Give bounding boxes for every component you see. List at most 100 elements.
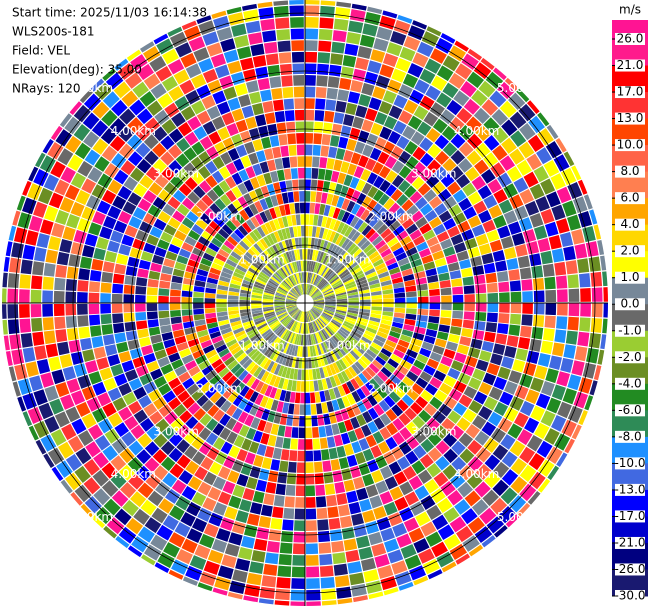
velocity-texture-cell xyxy=(48,192,64,209)
velocity-texture-cell xyxy=(239,499,252,512)
velocity-texture-cell xyxy=(119,447,135,464)
velocity-texture-cell xyxy=(215,344,228,354)
velocity-texture-cell xyxy=(373,403,385,417)
velocity-texture-cell xyxy=(366,326,378,335)
velocity-texture-cell xyxy=(377,151,390,165)
velocity-texture-cell xyxy=(411,176,425,190)
velocity-texture-cell xyxy=(158,303,169,311)
velocity-texture-cell xyxy=(249,91,262,105)
velocity-texture-cell xyxy=(473,391,488,405)
velocity-texture-cell xyxy=(107,240,120,253)
velocity-texture-cell xyxy=(477,185,492,200)
velocity-texture-cell xyxy=(273,364,282,376)
velocity-texture-cell xyxy=(266,540,280,553)
velocity-texture-cell xyxy=(310,322,315,333)
velocity-texture-cell xyxy=(199,533,215,549)
velocity-texture-cell xyxy=(187,191,200,205)
velocity-texture-cell xyxy=(475,142,491,159)
velocity-texture-cell xyxy=(357,358,368,369)
velocity-texture-cell xyxy=(171,323,184,332)
velocity-texture-cell xyxy=(264,552,279,565)
velocity-texture-cell xyxy=(168,243,181,255)
velocity-texture-cell xyxy=(366,199,378,212)
velocity-texture-cell xyxy=(308,322,312,334)
velocity-texture-cell xyxy=(28,425,39,441)
velocity-texture-cell xyxy=(269,349,278,360)
velocity-texture-cell xyxy=(337,330,347,339)
velocity-texture-cell xyxy=(44,385,59,402)
velocity-texture-cell xyxy=(382,293,394,299)
velocity-texture-cell xyxy=(268,280,279,288)
velocity-texture-cell xyxy=(561,419,577,437)
velocity-texture-cell xyxy=(360,424,372,437)
velocity-texture-cell xyxy=(376,331,388,339)
velocity-texture-cell xyxy=(146,303,158,312)
velocity-texture-cell xyxy=(426,236,439,248)
velocity-texture-cell xyxy=(436,265,449,275)
velocity-texture-cell xyxy=(593,224,602,240)
velocity-texture-cell xyxy=(474,526,493,543)
velocity-texture-cell xyxy=(316,356,322,368)
velocity-texture-cell xyxy=(381,284,393,291)
velocity-texture-cell xyxy=(252,289,263,294)
velocity-texture-cell xyxy=(265,481,277,494)
velocity-texture-cell xyxy=(36,233,50,249)
velocity-texture-cell xyxy=(365,108,378,122)
velocity-texture-cell xyxy=(318,227,325,239)
velocity-texture-cell xyxy=(258,7,274,20)
velocity-texture-cell xyxy=(337,372,346,384)
velocity-texture-cell xyxy=(428,281,440,290)
velocity-texture-cell xyxy=(510,303,522,314)
velocity-texture-cell xyxy=(205,312,217,319)
velocity-texture-cell xyxy=(132,207,147,221)
velocity-texture-cell xyxy=(225,417,237,431)
velocity-texture-cell xyxy=(412,161,426,176)
colorbar-label-bg xyxy=(615,139,645,152)
velocity-texture-cell xyxy=(455,553,471,565)
velocity-texture-cell xyxy=(310,237,315,249)
velocity-texture-cell xyxy=(514,205,529,221)
velocity-texture-cell xyxy=(300,311,304,322)
velocity-texture-cell xyxy=(423,111,439,127)
velocity-texture-cell xyxy=(103,215,117,230)
velocity-texture-cell xyxy=(100,313,112,325)
velocity-texture-cell xyxy=(278,268,287,279)
velocity-texture-cell xyxy=(313,333,319,344)
velocity-texture-cell xyxy=(143,381,157,394)
velocity-texture-cell xyxy=(372,86,386,100)
velocity-texture-cell xyxy=(365,247,377,257)
velocity-texture-cell xyxy=(235,510,249,524)
velocity-texture-cell xyxy=(150,334,163,344)
velocity-texture-cell xyxy=(220,271,232,279)
velocity-texture-cell xyxy=(346,490,358,504)
velocity-texture-cell xyxy=(317,379,324,391)
velocity-texture-cell xyxy=(300,225,305,237)
velocity-texture-cell xyxy=(148,326,161,336)
velocity-texture-cell xyxy=(127,117,144,133)
velocity-texture-cell xyxy=(213,379,226,391)
velocity-texture-cell xyxy=(341,198,351,211)
velocity-texture-cell xyxy=(184,445,198,460)
velocity-texture-cell xyxy=(264,290,275,295)
velocity-texture-cell xyxy=(313,296,324,301)
velocity-texture-cell xyxy=(327,324,337,333)
velocity-texture-cell xyxy=(218,319,230,326)
velocity-texture-cell xyxy=(92,211,106,226)
velocity-texture-cell xyxy=(552,342,565,357)
velocity-texture-cell xyxy=(420,495,436,510)
velocity-texture-cell xyxy=(122,499,139,517)
velocity-texture-cell xyxy=(305,75,316,86)
velocity-texture-cell xyxy=(287,191,294,203)
velocity-texture-cell xyxy=(293,531,305,543)
velocity-texture-cell xyxy=(92,469,109,487)
velocity-texture-cell xyxy=(248,152,259,165)
velocity-texture-cell xyxy=(434,257,447,268)
velocity-texture-cell xyxy=(442,55,460,72)
velocity-texture-cell xyxy=(398,441,412,455)
velocity-texture-cell xyxy=(77,374,92,389)
velocity-texture-cell xyxy=(308,310,315,321)
velocity-texture-cell xyxy=(274,307,286,311)
velocity-texture-cell xyxy=(135,303,146,312)
velocity-texture-cell xyxy=(267,281,278,289)
velocity-texture-cell xyxy=(117,185,132,201)
